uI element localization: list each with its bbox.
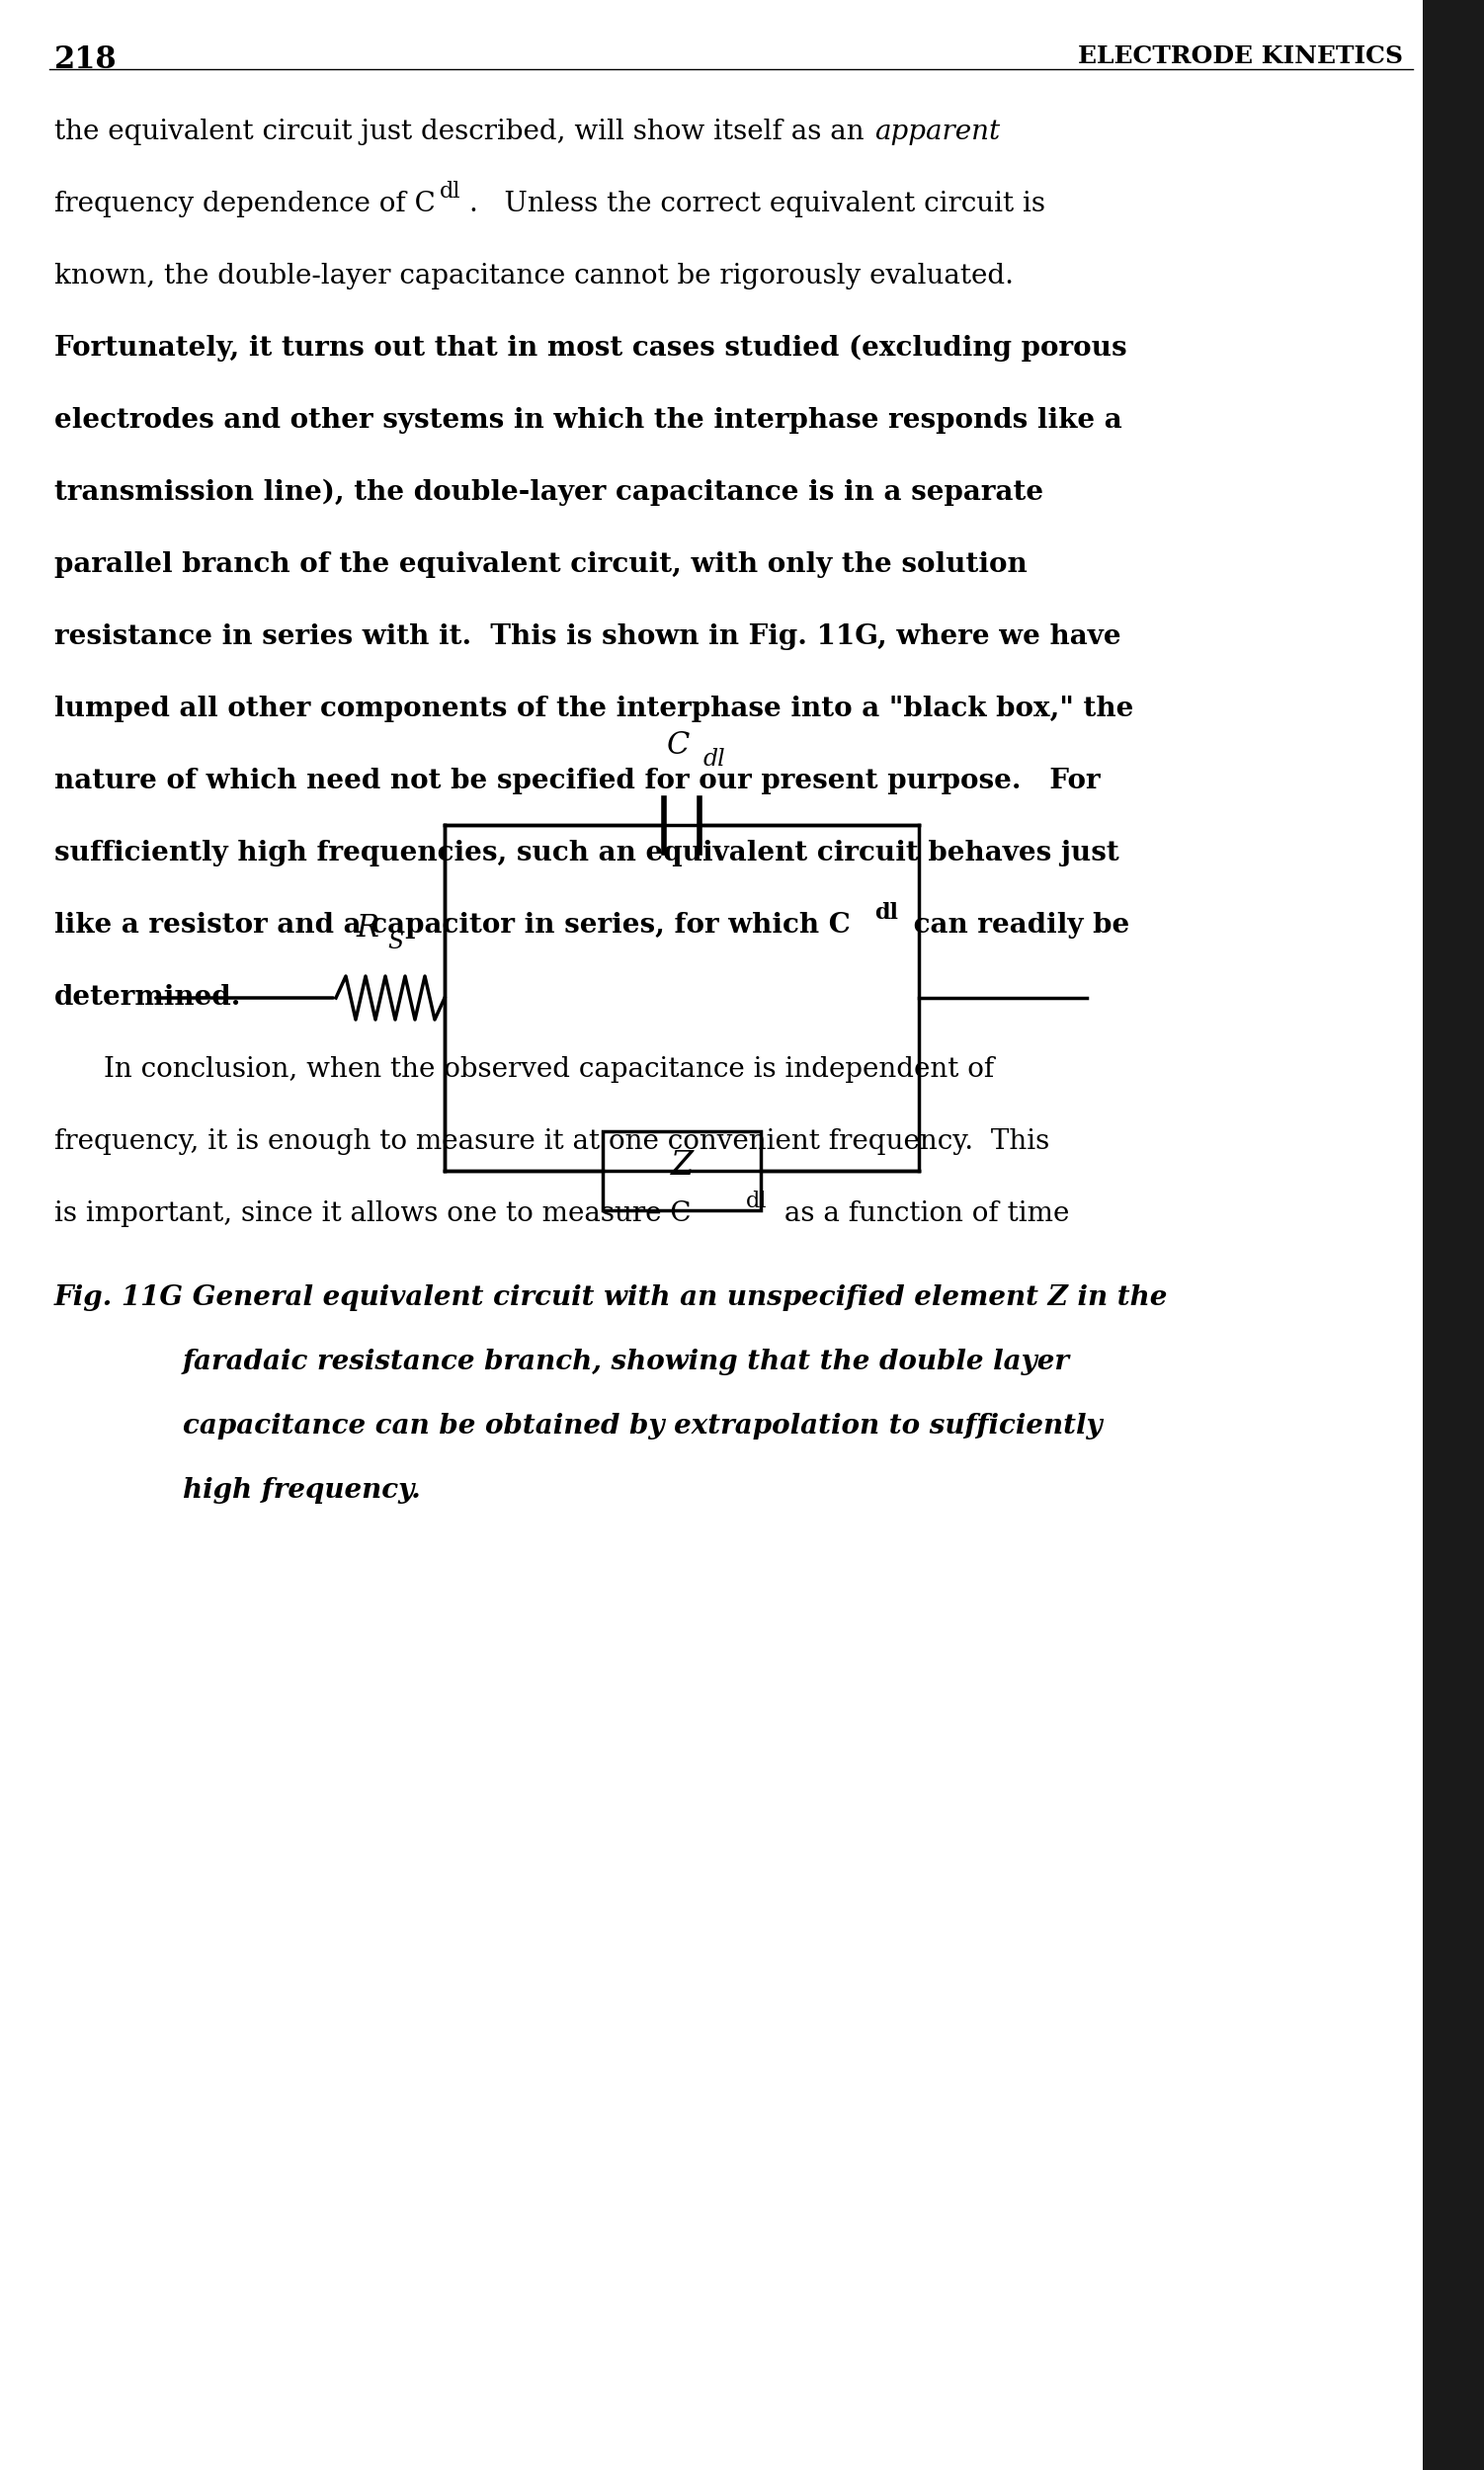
Text: Fortunately, it turns out that in most cases studied (excluding porous: Fortunately, it turns out that in most c… <box>55 336 1126 363</box>
Text: 218: 218 <box>55 44 117 74</box>
Text: frequency, it is enough to measure it at one convenient frequency.  This: frequency, it is enough to measure it at… <box>55 1129 1049 1156</box>
Text: parallel branch of the equivalent circuit, with only the solution: parallel branch of the equivalent circui… <box>55 551 1027 578</box>
Text: is important, since it allows one to measure C: is important, since it allows one to mea… <box>55 1200 692 1228</box>
Bar <box>603 1131 761 1210</box>
Text: electrodes and other systems in which the interphase responds like a: electrodes and other systems in which th… <box>55 408 1122 435</box>
Text: can readily be: can readily be <box>904 911 1129 939</box>
Text: lumped all other components of the interphase into a "black box," the: lumped all other components of the inter… <box>55 697 1134 721</box>
Text: dl: dl <box>746 1191 767 1213</box>
Text: the equivalent circuit just described, will show itself as an: the equivalent circuit just described, w… <box>55 119 873 146</box>
Text: Fig. 11G General equivalent circuit with an unspecified element Z in the: Fig. 11G General equivalent circuit with… <box>55 1284 1168 1312</box>
Text: dl: dl <box>439 180 462 203</box>
Text: capacitance can be obtained by extrapolation to sufficiently: capacitance can be obtained by extrapola… <box>183 1413 1103 1440</box>
Text: S: S <box>387 931 404 953</box>
Text: as a function of time: as a function of time <box>776 1200 1070 1228</box>
Text: faradaic resistance branch, showing that the double layer: faradaic resistance branch, showing that… <box>183 1349 1070 1376</box>
Text: apparent: apparent <box>874 119 1000 146</box>
Text: resistance in series with it.  This is shown in Fig. 11G, where we have: resistance in series with it. This is sh… <box>55 622 1120 650</box>
Text: ELECTRODE KINETICS: ELECTRODE KINETICS <box>1077 44 1402 69</box>
Text: Z: Z <box>671 1151 693 1181</box>
Text: high frequency.: high frequency. <box>183 1477 420 1504</box>
Text: .   Unless the correct equivalent circuit is: . Unless the correct equivalent circuit … <box>469 190 1045 217</box>
Text: transmission line), the double-layer capacitance is in a separate: transmission line), the double-layer cap… <box>55 479 1043 506</box>
Text: nature of which need not be specified for our present purpose.   For: nature of which need not be specified fo… <box>55 768 1100 795</box>
Text: known, the double-layer capacitance cannot be rigorously evaluated.: known, the double-layer capacitance cann… <box>55 262 1014 289</box>
Text: dl: dl <box>874 902 898 924</box>
Text: like a resistor and a capacitor in series, for which C: like a resistor and a capacitor in serie… <box>55 911 850 939</box>
Bar <box>1423 0 1484 2470</box>
Text: dl: dl <box>703 748 726 771</box>
Text: R: R <box>356 914 378 944</box>
Text: sufficiently high frequencies, such an equivalent circuit behaves just: sufficiently high frequencies, such an e… <box>55 840 1119 867</box>
Text: C: C <box>666 731 690 761</box>
Text: In conclusion, when the observed capacitance is independent of: In conclusion, when the observed capacit… <box>104 1057 994 1082</box>
Text: frequency dependence of C: frequency dependence of C <box>55 190 435 217</box>
Text: determined.: determined. <box>55 983 242 1010</box>
